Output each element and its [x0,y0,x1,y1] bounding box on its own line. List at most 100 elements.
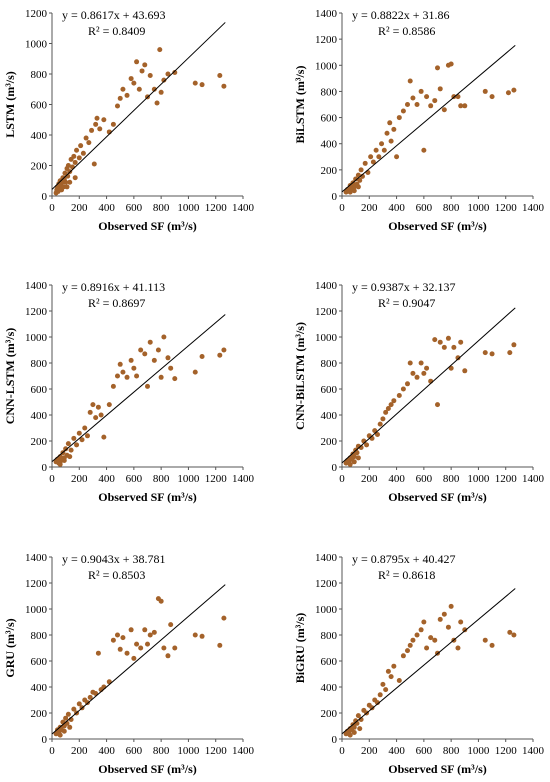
data-point [489,94,495,100]
x-tick-label: 800 [153,473,170,485]
data-point [117,95,123,101]
y-tick-label: 0 [42,734,48,746]
x-tick-label: 0 [49,473,55,485]
data-point [489,642,495,648]
y-tick-label: 600 [321,656,338,668]
data-point [355,713,361,719]
regression-equation: y = 0.8795x + 40.427 [352,552,456,566]
data-point [377,692,383,698]
x-tick-label: 400 [98,473,115,485]
data-point [78,143,84,149]
data-point [351,724,357,730]
y-tick-label: 1200 [315,306,338,318]
data-point [441,344,447,350]
y-tick-label: 1200 [25,8,48,20]
y-tick-label: 200 [31,708,48,720]
data-point [347,732,353,738]
data-point [437,339,443,345]
x-tick-label: 1000 [467,473,490,485]
data-point [424,94,430,100]
data-point [158,374,164,380]
data-point [507,629,513,635]
data-point [76,701,82,707]
data-point [221,83,227,89]
x-tick-label: 200 [361,202,378,214]
data-point [391,398,397,404]
y-tick-label: 800 [321,86,338,98]
data-point [435,402,440,408]
chart-panel-6: 0 200 400 600 800 1000 1200 1400 0 200 400 600 800 10… [293,552,545,776]
chart-panel-2: 0 200 400 600 800 1000 1200 1400 0 200 400 600 800 10… [293,8,545,233]
y-tick-label: 1000 [25,604,48,616]
data-point [65,441,71,447]
data-point [217,352,223,358]
data-point [114,632,120,638]
data-point [435,65,440,71]
data-point [396,393,402,398]
data-point [168,622,174,628]
data-point [192,369,198,375]
data-point [142,62,148,68]
y-tick-label: 0 [42,462,48,474]
data-point [69,164,75,170]
data-point [351,459,357,465]
data-point [455,645,461,651]
y-tick-label: 800 [31,630,48,642]
data-point [172,645,178,651]
data-point [407,360,413,366]
y-tick-label: 800 [31,69,48,81]
data-point [147,632,153,638]
data-point [68,447,74,453]
data-point [507,350,513,356]
data-point [63,715,69,721]
x-tick-label: 200 [361,473,378,485]
data-point [458,339,464,345]
x-tick-label: 200 [71,745,88,757]
data-point [400,108,406,114]
data-point [357,177,363,183]
y-tick-label: 1400 [25,552,48,564]
data-point [353,176,359,182]
y-tick-label: 600 [31,100,48,112]
y-tick-label: 400 [321,682,338,694]
data-point [89,127,95,133]
data-point [437,86,443,92]
data-point [364,442,370,448]
data-point [384,130,390,136]
data-point [95,650,101,656]
x-tick-label: 1400 [522,745,545,757]
data-point [362,160,368,166]
data-point [124,374,130,380]
data-point [61,728,67,734]
data-point [414,102,420,107]
data-point [57,461,63,467]
data-point [347,461,353,467]
data-point [388,674,394,680]
x-tick-label: 1400 [522,202,545,214]
data-point [354,450,360,456]
y-tick-label: 1000 [315,60,338,72]
data-point [505,90,511,96]
data-point [87,409,93,415]
data-point [388,138,394,144]
data-point [165,653,171,659]
x-tick-label: 1400 [232,202,255,214]
data-point [369,435,375,441]
data-point [365,169,371,175]
data-point [63,446,69,452]
data-point [63,179,69,185]
data-point [418,360,424,366]
data-point [145,641,150,647]
data-point [138,347,144,353]
data-point [161,645,167,651]
data-point [432,98,438,104]
data-point [98,412,104,418]
data-point [147,339,153,345]
data-point [511,342,517,348]
chart-panel-3: 0 200 400 600 800 1000 1200 1400 0 200 400 600 800 10… [3,280,255,504]
r-squared-label: R² = 0.8409 [88,24,145,38]
data-point [448,603,454,609]
data-point [64,184,70,190]
data-point [381,147,387,153]
trend-line [51,314,226,463]
